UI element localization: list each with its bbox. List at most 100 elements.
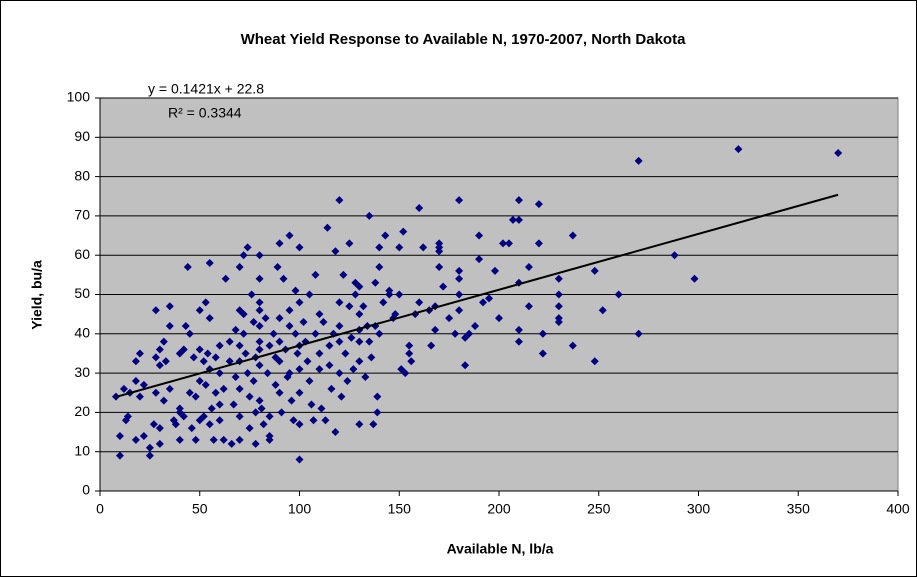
point bbox=[405, 349, 414, 358]
point bbox=[251, 408, 260, 417]
point bbox=[215, 341, 224, 350]
x-axis-label: Available N, lb/a bbox=[447, 541, 554, 557]
point bbox=[335, 196, 344, 205]
point bbox=[219, 384, 228, 393]
point bbox=[155, 361, 164, 370]
point bbox=[161, 357, 170, 366]
point bbox=[115, 451, 124, 460]
point bbox=[155, 439, 164, 448]
point bbox=[361, 373, 370, 382]
point bbox=[181, 321, 190, 330]
point bbox=[373, 408, 382, 417]
point bbox=[295, 243, 304, 252]
point bbox=[331, 428, 340, 437]
point bbox=[135, 349, 144, 358]
point bbox=[461, 361, 470, 370]
point bbox=[159, 396, 168, 405]
point bbox=[315, 310, 324, 319]
point bbox=[249, 376, 258, 385]
point bbox=[431, 325, 440, 334]
point bbox=[311, 329, 320, 338]
y-axis-label: Yield, bu/a bbox=[29, 260, 45, 330]
point bbox=[295, 298, 304, 307]
point bbox=[239, 329, 248, 338]
point bbox=[373, 392, 382, 401]
point bbox=[285, 306, 294, 315]
point bbox=[179, 412, 188, 421]
point bbox=[195, 376, 204, 385]
point bbox=[265, 435, 274, 444]
point bbox=[391, 310, 400, 319]
point bbox=[225, 337, 234, 346]
point bbox=[287, 396, 296, 405]
point bbox=[255, 361, 264, 370]
point bbox=[538, 349, 547, 358]
point bbox=[255, 396, 264, 405]
point bbox=[225, 357, 234, 366]
point bbox=[508, 215, 517, 224]
point bbox=[451, 329, 460, 338]
x-tick-label: 200 bbox=[487, 501, 511, 517]
point bbox=[211, 353, 220, 362]
point bbox=[554, 318, 563, 327]
point bbox=[189, 353, 198, 362]
point bbox=[273, 262, 282, 271]
point bbox=[439, 282, 448, 291]
point bbox=[315, 365, 324, 374]
point bbox=[524, 302, 533, 311]
point bbox=[734, 145, 743, 154]
x-tick-label: 300 bbox=[687, 501, 711, 517]
point bbox=[155, 424, 164, 433]
point bbox=[131, 357, 140, 366]
point bbox=[445, 314, 454, 323]
point bbox=[229, 400, 238, 409]
point bbox=[524, 262, 533, 271]
point bbox=[209, 435, 218, 444]
point bbox=[315, 349, 324, 358]
point bbox=[255, 306, 264, 315]
point bbox=[435, 247, 444, 256]
point bbox=[295, 365, 304, 374]
point bbox=[355, 310, 364, 319]
point bbox=[475, 255, 484, 264]
point bbox=[275, 337, 284, 346]
point bbox=[331, 247, 340, 256]
point bbox=[534, 239, 543, 248]
point bbox=[215, 369, 224, 378]
point bbox=[598, 306, 607, 315]
point bbox=[279, 274, 288, 283]
point bbox=[145, 451, 154, 460]
chart-title: Wheat Yield Response to Available N, 197… bbox=[241, 31, 687, 48]
point bbox=[455, 274, 464, 283]
point bbox=[195, 306, 204, 315]
point bbox=[241, 349, 250, 358]
point bbox=[305, 376, 314, 385]
point bbox=[375, 243, 384, 252]
point bbox=[343, 376, 352, 385]
point bbox=[257, 404, 266, 413]
point bbox=[261, 314, 270, 323]
point bbox=[255, 337, 264, 346]
point bbox=[401, 369, 410, 378]
point bbox=[385, 290, 394, 299]
r-squared: R² = 0.3344 bbox=[168, 105, 242, 121]
y-tick-label: 80 bbox=[74, 167, 90, 183]
point bbox=[455, 306, 464, 315]
point bbox=[690, 274, 699, 283]
point bbox=[345, 239, 354, 248]
point bbox=[295, 388, 304, 397]
point bbox=[514, 215, 523, 224]
point bbox=[405, 341, 414, 350]
point bbox=[235, 412, 244, 421]
point bbox=[239, 310, 248, 319]
point bbox=[335, 298, 344, 307]
point bbox=[243, 243, 252, 252]
point bbox=[514, 325, 523, 334]
point bbox=[291, 329, 300, 338]
point bbox=[514, 337, 523, 346]
point bbox=[207, 404, 216, 413]
point bbox=[131, 376, 140, 385]
point bbox=[427, 341, 436, 350]
point bbox=[614, 290, 623, 299]
point bbox=[277, 408, 286, 417]
